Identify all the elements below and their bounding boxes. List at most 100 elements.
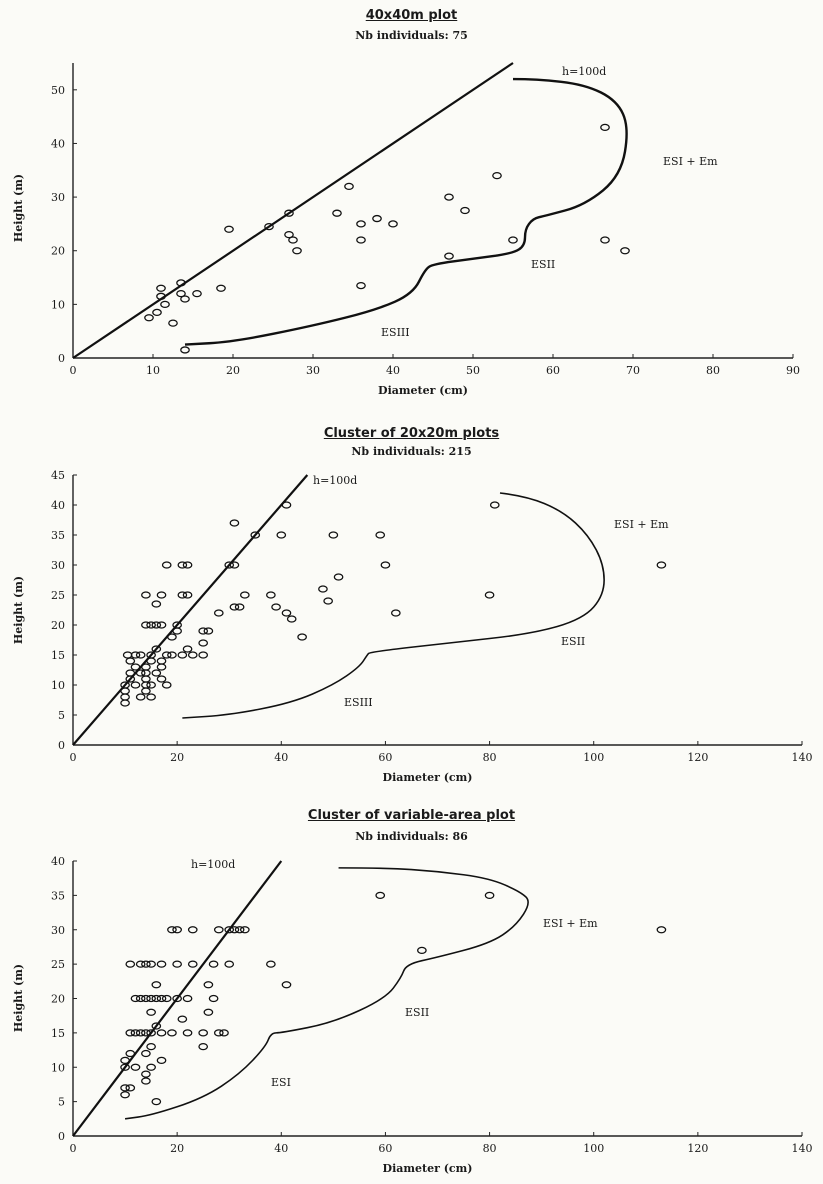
x-tick-label: 100: [583, 751, 604, 764]
data-point: [125, 1049, 136, 1058]
x-tick-label: 120: [687, 751, 708, 764]
data-point: [156, 621, 167, 629]
data-point: [297, 633, 307, 641]
data-point: [229, 561, 240, 569]
x-tick-label: 20: [170, 1142, 184, 1155]
data-point: [177, 1015, 188, 1023]
y-tick-label: 30: [51, 559, 65, 572]
data-point: [152, 308, 162, 317]
x-tick-label: 10: [146, 364, 160, 377]
data-point: [120, 699, 130, 707]
data-point: [271, 603, 281, 611]
x-tick-label: 140: [792, 751, 813, 764]
data-point: [656, 926, 667, 934]
y-tick-label: 10: [51, 679, 65, 692]
y-tick-label: 0: [58, 352, 65, 365]
y-tick-label: 10: [51, 1061, 65, 1074]
data-point: [180, 295, 190, 303]
y-tick-label: 40: [51, 855, 65, 868]
data-point: [460, 206, 470, 215]
data-point: [264, 222, 274, 231]
data-point: [198, 651, 209, 659]
x-tick-label: 60: [546, 364, 560, 377]
data-point: [141, 621, 151, 629]
data-point: [161, 561, 172, 569]
data-point: [213, 926, 224, 934]
x-tick-label: 20: [226, 364, 240, 377]
data-point: [146, 681, 156, 689]
data-point: [239, 591, 250, 599]
scatter-chart-20x20m: 0 20 40 60 80 100 120 140 0 5 10 15 20 25 30 35 40 45 Diam…: [12, 469, 813, 784]
data-point: [229, 519, 240, 527]
data-point: [281, 501, 292, 509]
data-point: [146, 1042, 156, 1051]
data-point: [234, 603, 245, 611]
x-tick-label: 30: [306, 364, 320, 377]
data-point: [177, 591, 188, 599]
chart-title: Cluster of 20x20m plots: [323, 426, 500, 441]
data-point: [192, 289, 202, 298]
data-point: [151, 1022, 162, 1030]
data-point: [125, 1029, 136, 1037]
data-point: [161, 651, 172, 659]
data-point: [156, 284, 166, 292]
reference-line-label: h=100d: [562, 65, 606, 78]
data-point: [156, 960, 167, 968]
x-tick-label: 0: [70, 364, 77, 377]
data-point: [130, 1029, 141, 1037]
data-point: [620, 247, 630, 255]
data-point: [489, 501, 500, 509]
data-point: [266, 960, 276, 968]
data-point: [172, 994, 182, 1003]
scatter-chart-variable-area: 0 20 40 60 80 100 120 140 0 5 10 15 20 25 30 35 40 Diamet…: [12, 855, 813, 1175]
data-point: [176, 289, 186, 298]
data-point: [229, 926, 240, 934]
data-point: [444, 193, 454, 201]
data-point: [120, 1063, 130, 1071]
data-point: [146, 960, 156, 968]
data-point: [172, 926, 182, 934]
x-tick-label: 60: [378, 751, 392, 764]
data-point: [333, 573, 344, 581]
x-tick-label: 60: [378, 1142, 392, 1155]
data-point: [239, 926, 250, 934]
data-point: [125, 669, 136, 677]
region-label: ESI + Em: [663, 155, 718, 168]
data-point: [332, 209, 342, 217]
data-point: [380, 561, 391, 569]
x-tick-label: 40: [274, 1142, 288, 1155]
data-point: [135, 651, 146, 659]
data-point: [168, 319, 178, 327]
data-point: [284, 230, 294, 239]
region-label: ESII: [561, 635, 585, 648]
data-point: [120, 687, 130, 695]
data-point: [224, 561, 235, 569]
data-point: [120, 681, 130, 689]
y-tick-label: 40: [51, 137, 65, 150]
x-tick-label: 90: [786, 364, 800, 377]
data-point: [600, 236, 610, 244]
region-boundary-curve: [124, 867, 529, 1120]
data-point: [388, 220, 398, 228]
data-point: [122, 651, 133, 659]
chart-subtitle: Nb individuals: 75: [355, 29, 468, 42]
data-point: [182, 645, 193, 653]
y-tick-label: 40: [51, 499, 65, 512]
region-label: ESII: [531, 258, 555, 271]
data-point: [156, 994, 167, 1003]
data-point: [224, 960, 235, 968]
data-point: [390, 609, 401, 617]
data-point: [120, 1084, 130, 1092]
data-point: [135, 669, 146, 677]
data-point: [484, 891, 495, 900]
data-point: [203, 627, 214, 635]
region-label: ESII: [405, 1006, 429, 1019]
data-point: [146, 1008, 156, 1016]
data-point: [120, 1091, 130, 1099]
data-point: [141, 960, 151, 968]
data-point: [167, 651, 177, 659]
data-point: [161, 681, 172, 689]
data-point: [146, 994, 156, 1003]
x-axis-label: Diameter (cm): [378, 384, 468, 397]
x-axis-label: Diameter (cm): [383, 771, 473, 784]
